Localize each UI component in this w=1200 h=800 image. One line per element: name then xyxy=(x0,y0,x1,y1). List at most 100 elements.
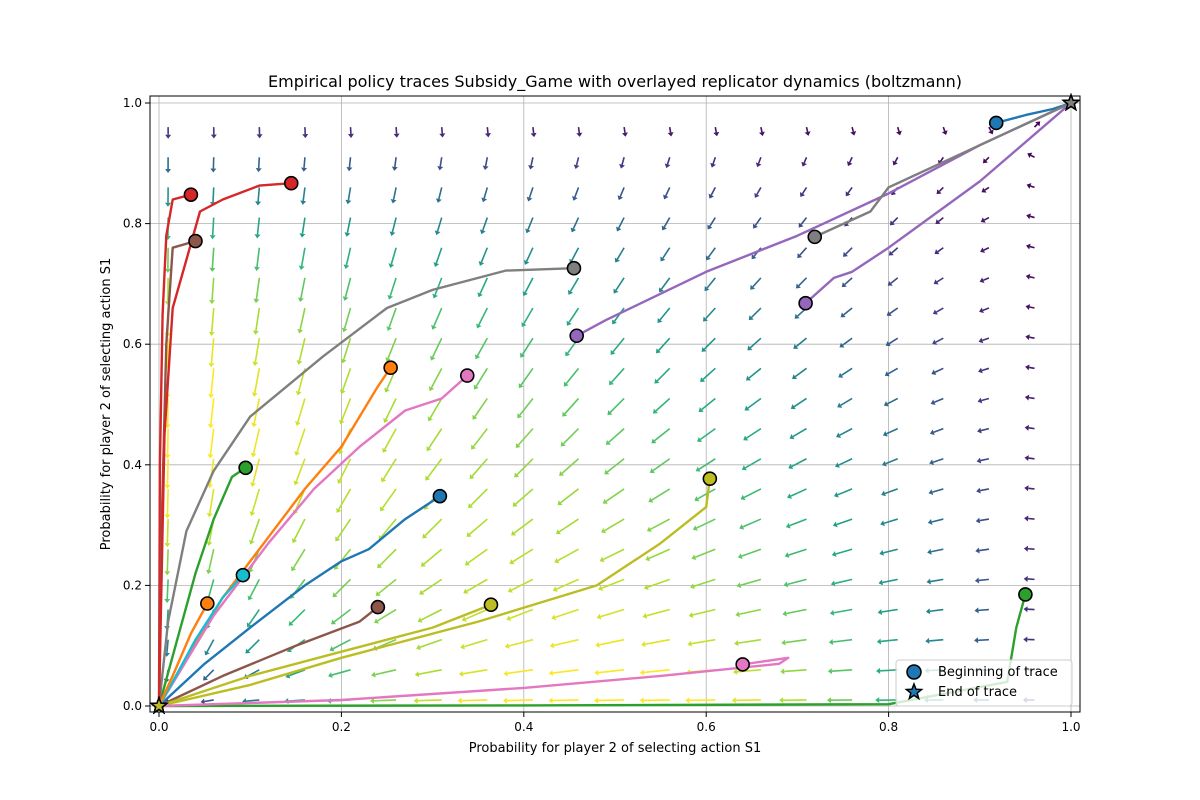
vector-arrowhead xyxy=(798,222,804,228)
vector-arrow xyxy=(1029,336,1035,339)
vector-arrow xyxy=(525,247,534,262)
vector-arrow xyxy=(752,277,762,288)
vector-arrow xyxy=(470,488,488,506)
vector-arrowhead xyxy=(210,168,217,173)
vector-arrowhead xyxy=(887,280,893,286)
vector-arrowhead xyxy=(164,484,171,489)
vector-arrowhead xyxy=(713,131,720,137)
vector-arrow xyxy=(338,488,352,510)
vector-arrowhead xyxy=(466,532,472,537)
vector-arrowhead xyxy=(664,163,671,169)
vector-arrow xyxy=(643,669,670,674)
vector-arrow xyxy=(799,247,808,256)
vector-arrow xyxy=(1028,487,1035,490)
vector-arrow xyxy=(655,397,671,412)
vector-arrow xyxy=(601,578,625,589)
trace-start-marker xyxy=(798,295,813,311)
vector-arrowhead xyxy=(250,452,257,458)
vector-arrow xyxy=(798,277,808,287)
vector-arrow xyxy=(462,669,488,675)
vector-arrow xyxy=(392,187,397,200)
vector-arrow xyxy=(166,488,169,515)
vector-arrow xyxy=(418,669,442,675)
vector-arrowhead xyxy=(458,670,464,677)
vector-arrowhead xyxy=(932,339,938,345)
vector-arrowhead xyxy=(787,493,792,499)
vector-arrow xyxy=(785,638,807,644)
vector-arrow xyxy=(701,397,716,411)
vector-arrow xyxy=(979,518,990,522)
vector-arrow xyxy=(343,307,352,329)
vector-arrowhead xyxy=(419,589,425,595)
vector-arrow xyxy=(939,156,944,162)
vector-arrow xyxy=(521,337,534,355)
vector-arrow xyxy=(932,458,944,463)
vector-arrowhead xyxy=(935,219,941,225)
vector-arrow xyxy=(604,518,625,532)
vector-arrow xyxy=(978,578,990,582)
vector-arrow xyxy=(714,126,718,133)
vector-arrow xyxy=(303,157,306,168)
vector-arrowhead xyxy=(530,132,537,138)
vector-arrowhead xyxy=(526,196,533,202)
vector-arrow xyxy=(331,669,351,676)
vector-arrowhead xyxy=(377,563,383,569)
vector-arrowhead xyxy=(482,165,489,170)
vector-arrowhead xyxy=(164,514,171,519)
vector-arrowhead xyxy=(560,441,566,447)
vector-arrow xyxy=(747,397,762,409)
vector-arrow xyxy=(558,518,579,533)
vector-arrowhead xyxy=(479,229,486,235)
vector-arrowhead xyxy=(595,641,600,648)
vector-arrowhead xyxy=(251,422,258,428)
vector-arrowhead xyxy=(792,374,798,380)
vector-arrow xyxy=(432,337,443,358)
vector-arrow xyxy=(887,367,899,375)
vector-arrowhead xyxy=(781,639,786,646)
vector-arrowhead xyxy=(557,500,563,506)
vector-arrow xyxy=(651,488,671,501)
vector-arrowhead xyxy=(477,292,483,298)
vector-arrowhead xyxy=(566,320,572,326)
vector-arrowhead xyxy=(339,389,346,395)
vector-arrowhead xyxy=(833,492,839,498)
vector-arrowhead xyxy=(607,410,613,416)
vector-arrowhead xyxy=(830,580,836,587)
vector-arrowhead xyxy=(828,639,834,645)
vector-arrowhead xyxy=(737,553,743,559)
vector-arrow xyxy=(606,458,625,473)
vector-arrow xyxy=(837,488,853,496)
vector-arrow xyxy=(693,578,716,587)
trace-line xyxy=(158,606,379,708)
vector-arrowhead xyxy=(207,423,214,429)
policy-traces xyxy=(157,101,1072,708)
vector-arrow xyxy=(1030,185,1035,189)
vector-arrow xyxy=(710,187,717,196)
vector-arrowhead xyxy=(794,313,800,319)
vector-arrowhead xyxy=(435,198,442,203)
vector-arrow xyxy=(757,156,762,164)
vector-arrow xyxy=(208,549,215,571)
trace-start-marker xyxy=(566,260,582,276)
vector-arrow xyxy=(166,519,169,544)
vector-arrow xyxy=(483,187,489,199)
vector-arrowhead xyxy=(552,586,558,592)
vector-arrow xyxy=(212,187,215,203)
vector-arrow xyxy=(574,187,580,198)
vector-arrowhead xyxy=(346,166,353,172)
vector-arrow xyxy=(302,187,306,202)
vector-arrowhead xyxy=(332,592,338,598)
vector-arrow xyxy=(1028,366,1035,370)
vector-arrowhead xyxy=(164,268,171,273)
vector-arrowhead xyxy=(484,133,491,138)
vector-arrow xyxy=(528,187,534,198)
vector-arrowhead xyxy=(692,525,698,531)
vector-arrow xyxy=(652,458,671,472)
vector-arrow xyxy=(339,458,352,481)
vector-arrowhead xyxy=(210,134,217,139)
vector-arrowhead xyxy=(795,283,801,289)
vector-arrowhead xyxy=(576,132,583,137)
vector-arrowhead xyxy=(981,187,987,193)
vector-arrow xyxy=(378,578,397,594)
x-tick-label: 0.4 xyxy=(514,720,533,734)
